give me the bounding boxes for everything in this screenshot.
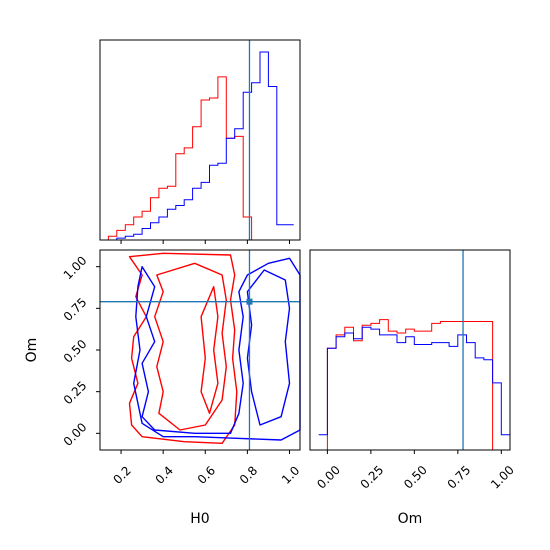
joint-x-tick-label-2: 0.4: [153, 463, 176, 486]
joint-frame: [99, 249, 301, 451]
joint-y-tick-label-2: 0.25: [61, 378, 90, 407]
h0-om-joint-panel: 0.2 0.4 0.6 0.8 1.0 0.00 0.25 0.50 0.75 1.00: [61, 249, 302, 487]
h0-hist-series-1: [100, 76, 294, 241]
axis-labels: H0 Om Om: [24, 338, 422, 527]
joint-x-tick-label-5: 1.0: [279, 463, 302, 486]
om-hist-tick-label-3: 0.50: [401, 463, 430, 492]
om-hist-tick-label-1: 0.00: [314, 463, 343, 492]
om-hist-frame: [309, 249, 511, 451]
joint-y-tick-label-3: 0.50: [61, 337, 90, 366]
h0-hist-series-2: [100, 51, 294, 241]
om-hist-x-axis-label: Om: [398, 511, 423, 527]
om-hist-tick-label-2: 0.25: [358, 463, 387, 492]
joint-y-tick-label-5: 1.00: [61, 253, 90, 282]
joint-x-tick-label-1: 0.2: [111, 463, 134, 486]
h0-marginal-panel: [99, 39, 301, 244]
joint-x-tick-label-4: 0.8: [237, 463, 260, 486]
contour-red-core: [200, 286, 219, 414]
joint-y-tick-label-1: 0.00: [61, 420, 90, 449]
om-hist-tick-label-5: 1.00: [488, 463, 517, 492]
contour-red-outer: [128, 252, 238, 444]
om-hist-series-1: [318, 319, 510, 451]
contour-red-inner: [154, 262, 227, 431]
om-marginal-panel: 0.00 0.25 0.50 0.75 1.00: [309, 249, 517, 492]
joint-x-axis-label: H0: [190, 511, 209, 527]
h0-hist-frame: [99, 39, 301, 241]
contour-blue-inner: [246, 269, 291, 426]
joint-y-tick-label-4: 0.75: [61, 295, 90, 324]
om-hist-tick-label-4: 0.75: [445, 463, 474, 492]
joint-x-tick-label-3: 0.6: [195, 463, 218, 486]
contour-blue-outer: [133, 257, 301, 441]
joint-truth-marker: [246, 298, 253, 305]
joint-y-axis-label: Om: [24, 338, 40, 363]
om-hist-series-2: [318, 326, 510, 436]
